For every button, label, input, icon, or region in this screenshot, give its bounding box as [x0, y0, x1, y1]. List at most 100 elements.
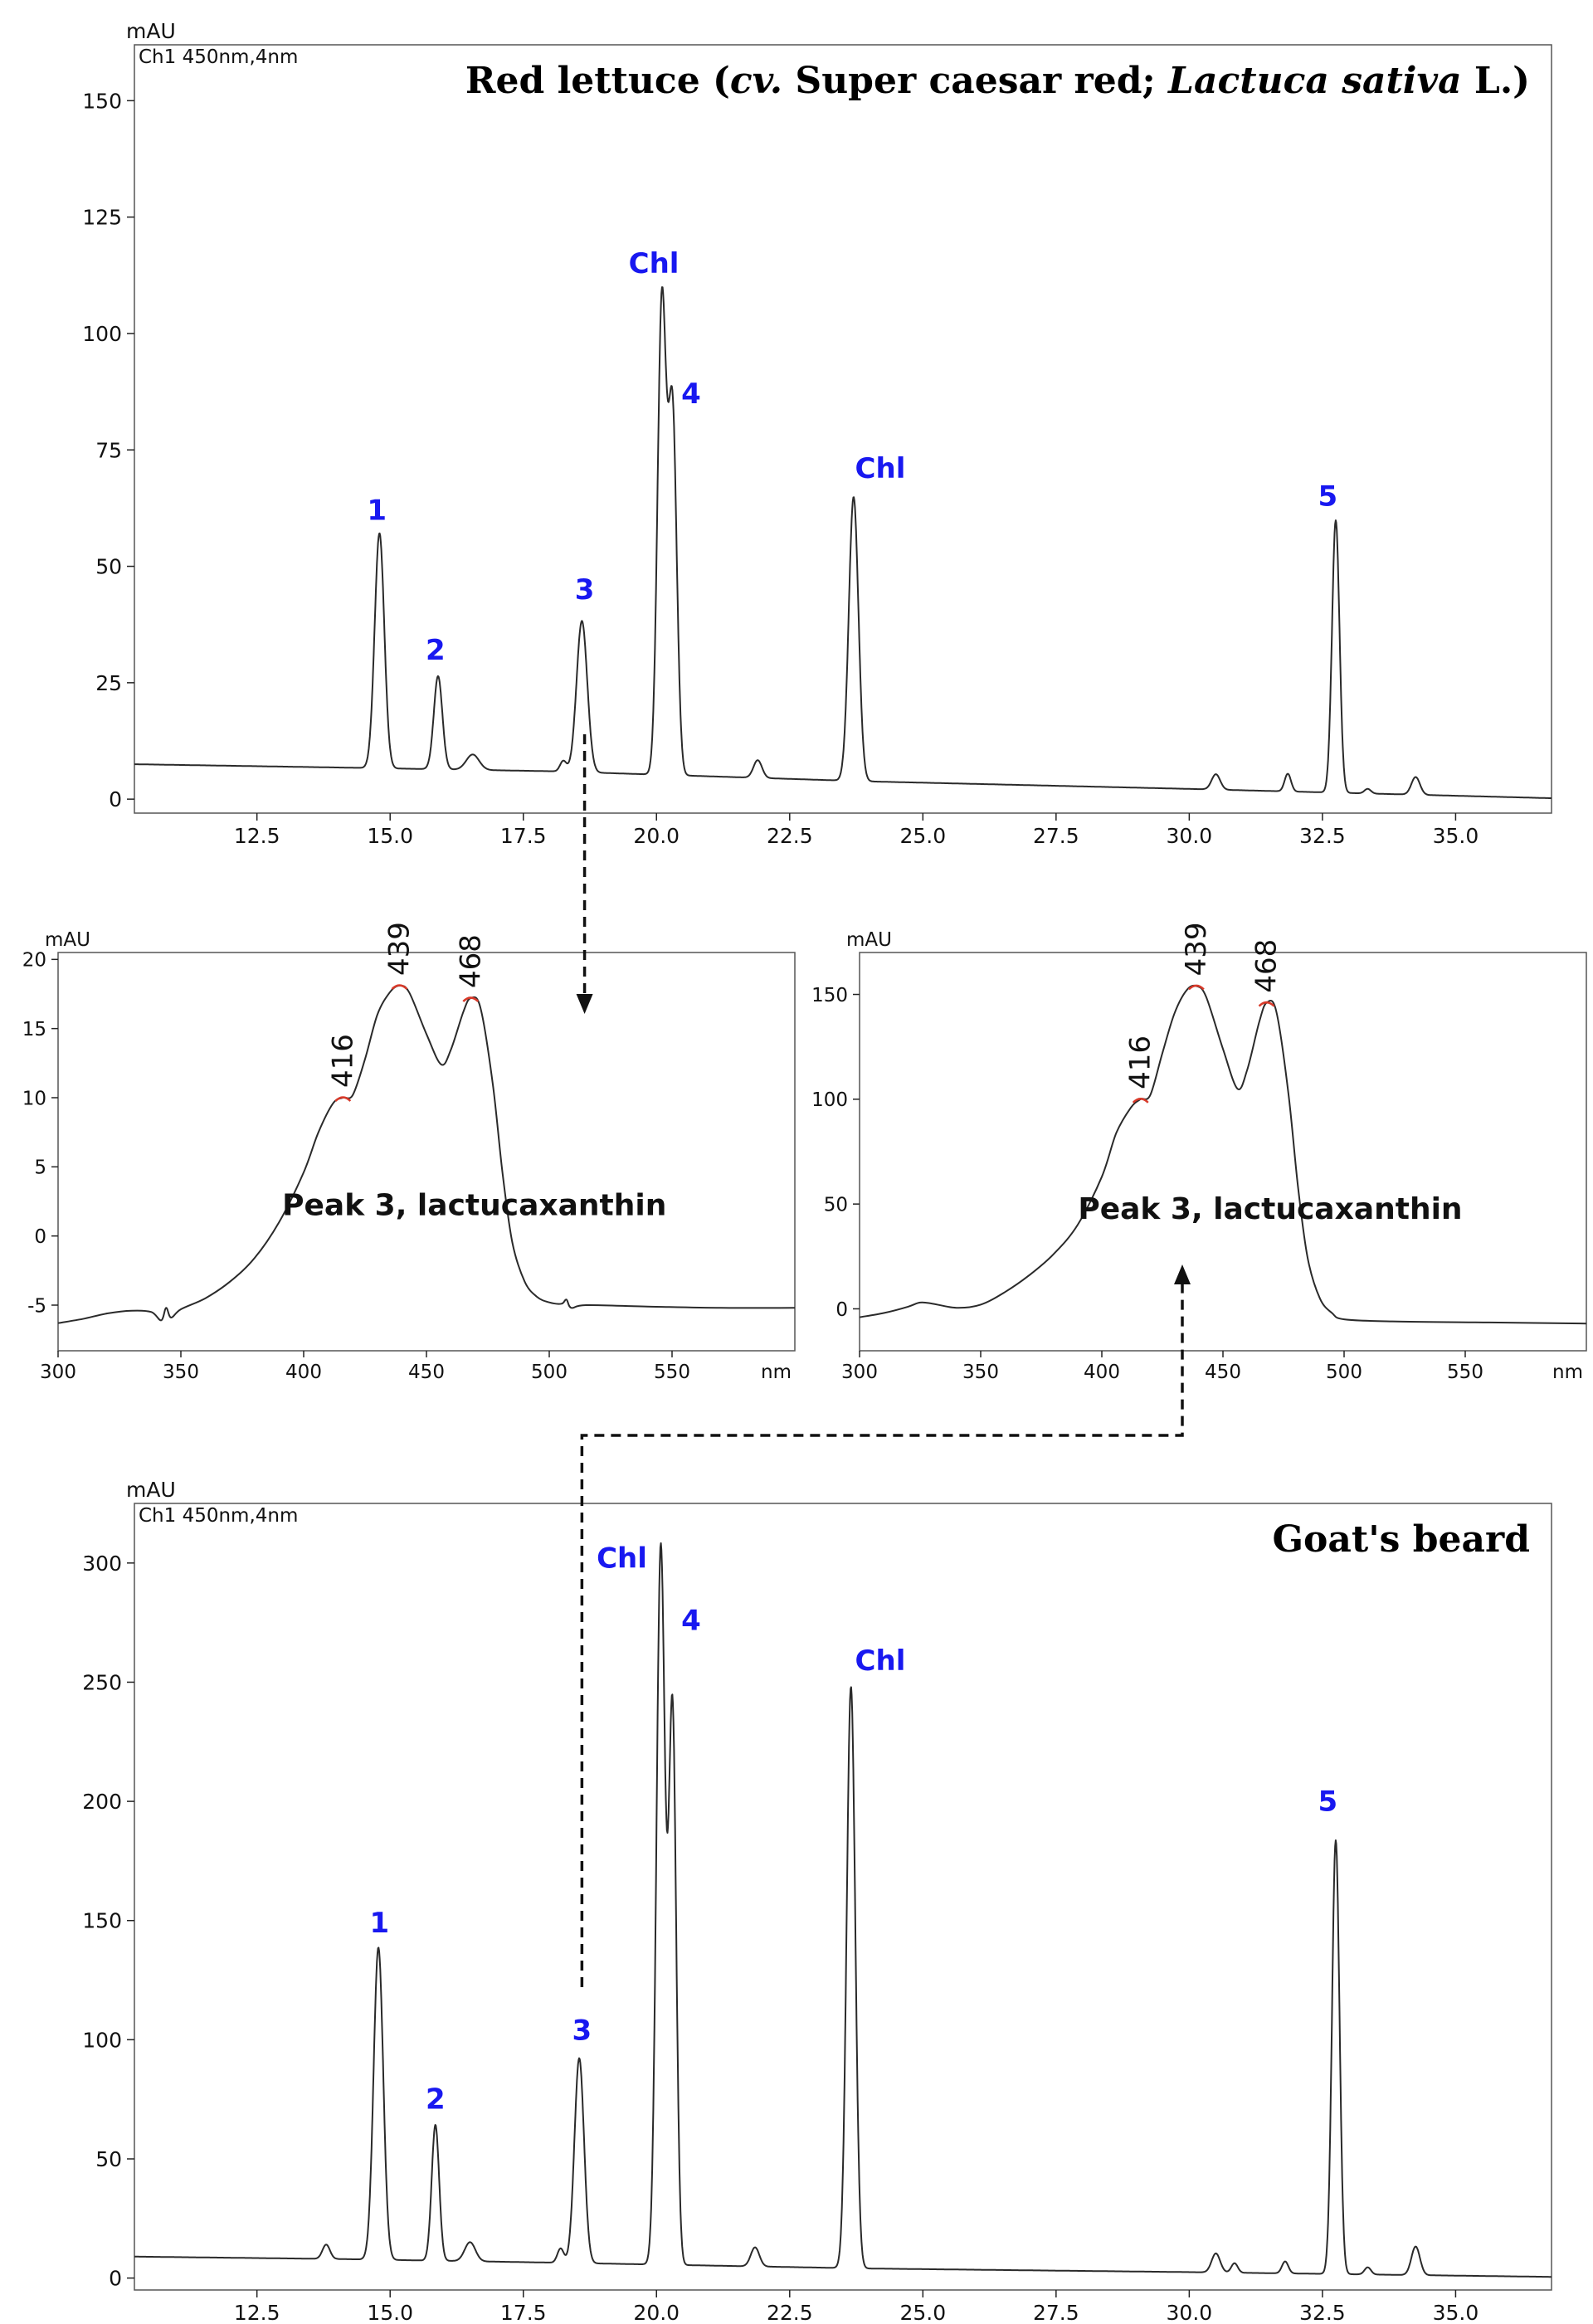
spectrum-right-y-tick-label: 0: [835, 1299, 848, 1321]
spectrum-left-y-tick-label: 15: [22, 1019, 46, 1040]
top-chart-x-tick-label: 27.5: [1033, 824, 1079, 848]
spectrum-left-y-tick-label: 20: [22, 950, 46, 972]
spectrum-right-maximum-marker: [1132, 1098, 1149, 1104]
spectrum-left-red-lettuce: -5 0 5 10 15 20 300 350 400 450 500 550 mAU nm 416 439 4…: [22, 922, 796, 1383]
bottom-chart-x-tick-label: 30.0: [1167, 2301, 1213, 2324]
spectrum-left-x-tick-label: 350: [163, 1362, 199, 1383]
top-chart-peak-label: Chl: [855, 452, 906, 485]
top-chart-y-tick-label: 75: [95, 438, 122, 462]
spectrum-left-maximum-marker: [334, 1096, 352, 1102]
bottom-chart-y-tick-label: 150: [82, 1909, 122, 1933]
bottom-chart-x-tick-label: 20.0: [633, 2301, 680, 2324]
top-chart-y-axis-label: mAU: [126, 19, 176, 43]
spectrum-right-maximum-label: 416: [1124, 1035, 1157, 1089]
top-chart-x-tick-label: 15.0: [367, 824, 413, 848]
top-chart-peak-label: 2: [426, 634, 446, 667]
spectrum-left-x-tick-label: 500: [531, 1362, 568, 1383]
spectrum-right-trace: [859, 984, 1587, 1325]
bottom-chart-peak-label: 2: [426, 2083, 446, 2117]
spectrum-right-goats-beard: 0 50 100 150 300 350 400 450 500 550 mAU nm 416 439 46…: [811, 923, 1587, 1383]
top-chart-x-tick-label: 20.0: [633, 824, 680, 848]
spectrum-right-y-tick-label: 100: [811, 1089, 848, 1111]
spectrum-right-x-tick-label: 500: [1326, 1362, 1362, 1383]
top-chart-title: Red lettuce (cv. Super caesar red; Lactu…: [465, 60, 1530, 102]
bottom-chart-peak-label: 5: [1318, 1786, 1337, 1819]
top-chart-peak-label: 4: [681, 378, 701, 411]
bottom-chart-channel-label: Ch1 450nm,4nm: [139, 1505, 298, 1527]
top-chart-title-part: Super caesar red;: [782, 60, 1168, 102]
spectrum-left-title: Peak 3, lactucaxanthin: [282, 1189, 666, 1223]
top-chart-x-tick-label: 17.5: [500, 824, 547, 848]
spectrum-right-maximum-label: 468: [1250, 939, 1284, 993]
spectrum-left-maximum-marker: [462, 996, 480, 1002]
spectrum-right-x-axis-label: nm: [1552, 1362, 1583, 1383]
top-chart-title-part: Red lettuce (: [465, 60, 730, 102]
spectrum-left-x-tick-label: 400: [285, 1362, 322, 1383]
spectrum-right-maximum-label: 439: [1180, 923, 1213, 977]
arrow-bottom-to-right-spectrum-line: [580, 1284, 1184, 1987]
spectrum-left-maximum-label: 416: [326, 1034, 359, 1088]
spectrum-left-x-tick-label: 450: [408, 1362, 445, 1383]
spectrum-right-y-tick-label: 150: [811, 985, 848, 1006]
top-chart-y-tick-label: 25: [95, 671, 122, 695]
spectrum-right-x-tick-label: 550: [1447, 1362, 1483, 1383]
connector-arrows: [576, 734, 1191, 1987]
spectrum-left-maximum-label: 468: [454, 934, 487, 988]
top-chart-peak-label: 1: [367, 494, 387, 527]
bottom-chart-y-tick-label: 100: [82, 2028, 122, 2052]
top-chart-x-tick-label: 12.5: [234, 824, 280, 848]
bottom-chart-y-tick-label: 300: [82, 1552, 122, 1576]
top-chart-title-part: cv.: [730, 60, 782, 102]
top-chart-y-tick-label: 125: [82, 206, 122, 230]
top-chart-plot-frame: [134, 44, 1552, 814]
spectrum-left-x-tick-label: 550: [654, 1362, 690, 1383]
bottom-chart-x-tick-label: 17.5: [500, 2301, 547, 2324]
bottom-chart-y-tick-label: 50: [95, 2147, 122, 2171]
bottom-chart-peak-label: 4: [681, 1604, 701, 1637]
arrow-top-to-left-spectrum-head: [576, 994, 593, 1014]
spectrum-left-y-tick-label: 0: [34, 1226, 46, 1248]
spectrum-right-x-tick-label: 300: [841, 1362, 878, 1383]
top-chart-y-tick-label: 50: [95, 555, 122, 579]
spectrum-right-y-tick-label: 50: [824, 1194, 848, 1216]
bottom-chart-y-tick-label: 0: [109, 2267, 122, 2291]
top-chart-trace: [134, 286, 1552, 799]
spectrum-right-title: Peak 3, lactucaxanthin: [1078, 1192, 1462, 1226]
top-chart-x-tick-label: 35.0: [1433, 824, 1479, 848]
top-chart-y-tick-label: 0: [109, 787, 122, 811]
bottom-chart-x-tick-label: 27.5: [1033, 2301, 1079, 2324]
bottom-chart-x-tick-label: 12.5: [234, 2301, 280, 2324]
top-chart-y-tick-label: 150: [82, 89, 122, 113]
bottom-chart-peak-label: Chl: [597, 1542, 647, 1576]
bottom-chart-y-tick-label: 200: [82, 1790, 122, 1814]
bottom-chart-title: Goat's beard: [1272, 1518, 1530, 1561]
top-chart-peak-label: Chl: [629, 247, 680, 280]
top-chart-x-tick-label: 32.5: [1299, 824, 1346, 848]
top-chart-x-tick-label: 25.0: [899, 824, 946, 848]
bottom-chart-trace: [134, 1542, 1552, 2278]
bottom-chart-x-tick-label: 15.0: [367, 2301, 413, 2324]
spectrum-right-maximum-marker: [1187, 984, 1205, 991]
bottom-chart-title-part: Goat's beard: [1272, 1518, 1530, 1561]
bottom-chart-peak-label: 3: [572, 2014, 592, 2047]
spectrum-right-x-tick-label: 400: [1084, 1362, 1120, 1383]
bottom-chart-plot-frame: [134, 1503, 1552, 2291]
spectrum-left-y-tick-label: 10: [22, 1088, 46, 1109]
bottom-chart-x-tick-label: 25.0: [899, 2301, 946, 2324]
arrow-bottom-to-right-spectrum-head: [1174, 1264, 1191, 1284]
bottom-chart-x-tick-label: 32.5: [1299, 2301, 1346, 2324]
spectrum-left-x-tick-label: 300: [40, 1362, 76, 1383]
top-chart-peak-label: 3: [575, 573, 595, 607]
spectrum-right-maximum-marker: [1258, 1001, 1275, 1007]
top-chart-y-tick-label: 100: [82, 322, 122, 346]
top-chart-channel-label: Ch1 450nm,4nm: [139, 46, 298, 68]
spectrum-right-x-tick-label: 450: [1205, 1362, 1241, 1383]
top-chart-title-part: L.): [1462, 60, 1530, 102]
bottom-chart-peak-label: Chl: [855, 1644, 906, 1678]
bottom-chart-y-tick-label: 250: [82, 1670, 122, 1694]
spectrum-right-x-tick-label: 350: [962, 1362, 999, 1383]
spectrum-left-y-tick-label: -5: [27, 1295, 46, 1317]
